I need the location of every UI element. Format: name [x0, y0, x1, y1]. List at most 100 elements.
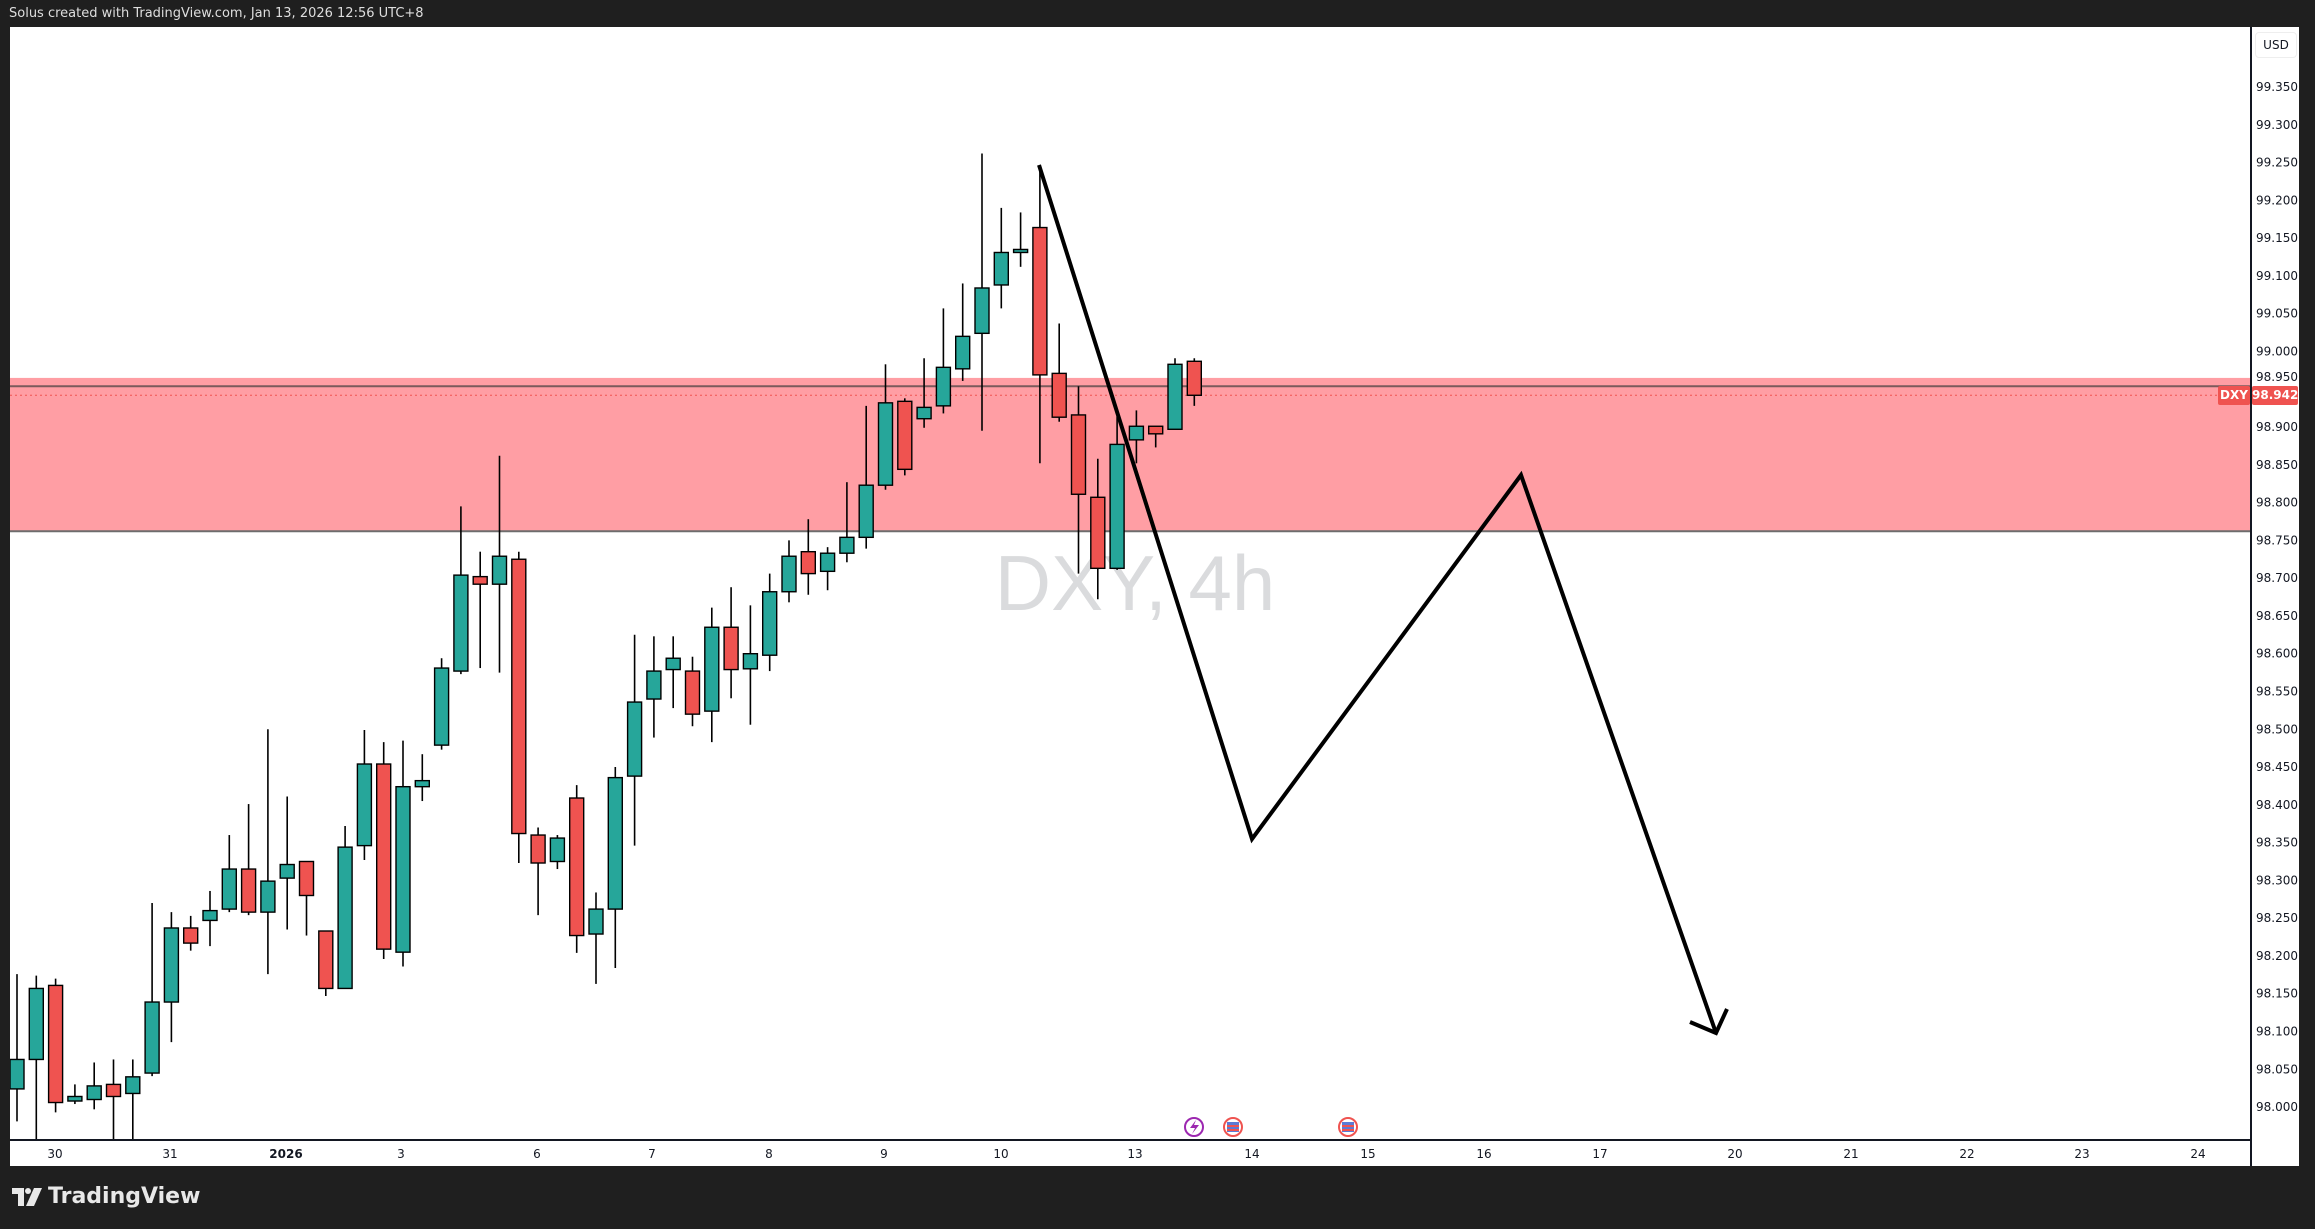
brand-name: TradingView: [48, 1184, 201, 1209]
candle-bearish[interactable]: [376, 742, 392, 959]
candle-body: [1070, 414, 1087, 495]
candle-bullish[interactable]: [549, 835, 566, 870]
candle-bullish[interactable]: [993, 207, 1009, 309]
lightning-event-icon[interactable]: [1184, 1117, 1204, 1137]
price-axis[interactable]: 99.350 99.300 99.250 99.200 99.150 99.100 99.0…: [2256, 80, 2298, 1114]
candle-bearish[interactable]: [897, 398, 913, 476]
candle-bearish[interactable]: [47, 978, 64, 1113]
candle-body: [105, 1083, 122, 1098]
candle-bullish[interactable]: [839, 482, 855, 563]
candle-bullish[interactable]: [144, 903, 160, 1077]
candle-body: [1109, 443, 1125, 570]
candle-bearish[interactable]: [1186, 358, 1203, 406]
candle-bearish[interactable]: [800, 519, 816, 595]
candle-bearish[interactable]: [182, 915, 199, 951]
projection-path-drawing[interactable]: [1037, 164, 1729, 1036]
price-tick-label: 98.650: [2256, 609, 2298, 623]
tradingview-logo-icon: [12, 1187, 42, 1206]
chart-pane[interactable]: [10, 27, 2299, 1166]
candle-bullish[interactable]: [1167, 358, 1183, 430]
candle-bullish[interactable]: [781, 540, 797, 603]
candle-bullish[interactable]: [202, 890, 218, 947]
zigzag-path[interactable]: [1037, 164, 1718, 1034]
candle-bullish[interactable]: [646, 636, 662, 738]
candle-bullish[interactable]: [626, 634, 643, 846]
time-tick-label: 31: [162, 1147, 177, 1161]
candle-bullish[interactable]: [453, 506, 469, 675]
candle-bullish[interactable]: [762, 573, 778, 672]
price-tick-label: 98.600: [2256, 647, 2298, 661]
candle-bearish[interactable]: [298, 860, 315, 936]
candle-bearish[interactable]: [105, 1059, 122, 1140]
currency-label[interactable]: USD: [2255, 32, 2297, 58]
us-flag-event-icon[interactable]: [1338, 1117, 1358, 1137]
candle-bearish[interactable]: [472, 551, 488, 669]
candle-body: [1090, 496, 1106, 570]
candle-bullish[interactable]: [67, 1084, 83, 1105]
time-tick-label: 3: [397, 1147, 405, 1161]
candle-bullish[interactable]: [356, 730, 373, 860]
candle-bullish[interactable]: [433, 658, 450, 750]
price-tick-label: 99.300: [2256, 118, 2298, 132]
candle-bearish[interactable]: [1090, 458, 1106, 600]
candle-bullish[interactable]: [163, 912, 180, 1043]
time-tick-label: 22: [1959, 1147, 1974, 1161]
candle-bearish[interactable]: [1070, 386, 1087, 574]
candle-bullish[interactable]: [1012, 212, 1029, 267]
candle-bearish[interactable]: [569, 785, 585, 953]
candle-bearish[interactable]: [240, 804, 257, 916]
candle-body: [395, 785, 411, 953]
candle-bullish[interactable]: [337, 825, 353, 990]
candle-bullish[interactable]: [279, 796, 295, 930]
candle-bearish[interactable]: [530, 827, 546, 916]
candle-bullish[interactable]: [260, 729, 276, 975]
candle-bullish[interactable]: [607, 767, 623, 969]
candle-bullish[interactable]: [704, 607, 720, 743]
candle-bullish[interactable]: [935, 308, 952, 414]
candle-body: [742, 653, 759, 670]
candle-body: [935, 366, 952, 407]
candle-bearish[interactable]: [1051, 323, 1067, 422]
event-markers[interactable]: [1184, 1117, 1358, 1137]
candle-bearish[interactable]: [318, 930, 334, 996]
candle-bullish[interactable]: [974, 153, 990, 431]
time-tick-label: 21: [1843, 1147, 1858, 1161]
candle-bearish[interactable]: [723, 587, 739, 699]
candle-body: [67, 1095, 83, 1102]
candle-body: [453, 574, 469, 672]
price-tick-label: 99.350: [2256, 80, 2298, 94]
price-tick-label: 98.100: [2256, 1025, 2298, 1039]
candle-bullish[interactable]: [665, 636, 681, 709]
candle-bearish[interactable]: [684, 656, 701, 727]
candle-bullish[interactable]: [1128, 410, 1145, 464]
candle-bullish[interactable]: [125, 1059, 141, 1140]
candle-bullish[interactable]: [491, 455, 508, 673]
us-flag-event-icon[interactable]: [1223, 1117, 1243, 1137]
candle-bullish[interactable]: [1109, 416, 1125, 570]
time-axis[interactable]: 30 31 2026 3 6 7 8 9 10 13 14 15 16 17 20 21 22 23 24: [47, 1147, 2205, 1161]
price-tick-label: 99.250: [2256, 156, 2298, 170]
candle-bullish[interactable]: [86, 1062, 102, 1110]
candle-bullish[interactable]: [858, 405, 874, 549]
candle-body: [588, 908, 604, 935]
candle-bearish[interactable]: [511, 551, 527, 864]
candles: [10, 153, 1203, 1140]
candle-bullish[interactable]: [916, 358, 932, 428]
candle-body: [974, 287, 990, 335]
candle-bullish[interactable]: [28, 975, 44, 1140]
candle-bullish[interactable]: [395, 740, 411, 967]
candle-bullish[interactable]: [955, 283, 971, 381]
candle-bullish[interactable]: [819, 547, 836, 591]
price-tick-label: 98.250: [2256, 911, 2298, 925]
candle-bearish[interactable]: [1147, 425, 1164, 448]
tradingview-logo[interactable]: TradingView: [12, 1184, 200, 1209]
candle-bullish[interactable]: [877, 364, 894, 490]
candle-bullish[interactable]: [10, 974, 25, 1122]
time-tick-label: 24: [2190, 1147, 2205, 1161]
candle-bullish[interactable]: [414, 754, 430, 802]
candle-bullish[interactable]: [588, 892, 604, 984]
candle-bearish[interactable]: [1032, 166, 1048, 464]
candle-bullish[interactable]: [221, 835, 238, 913]
candle-bullish[interactable]: [742, 605, 759, 725]
